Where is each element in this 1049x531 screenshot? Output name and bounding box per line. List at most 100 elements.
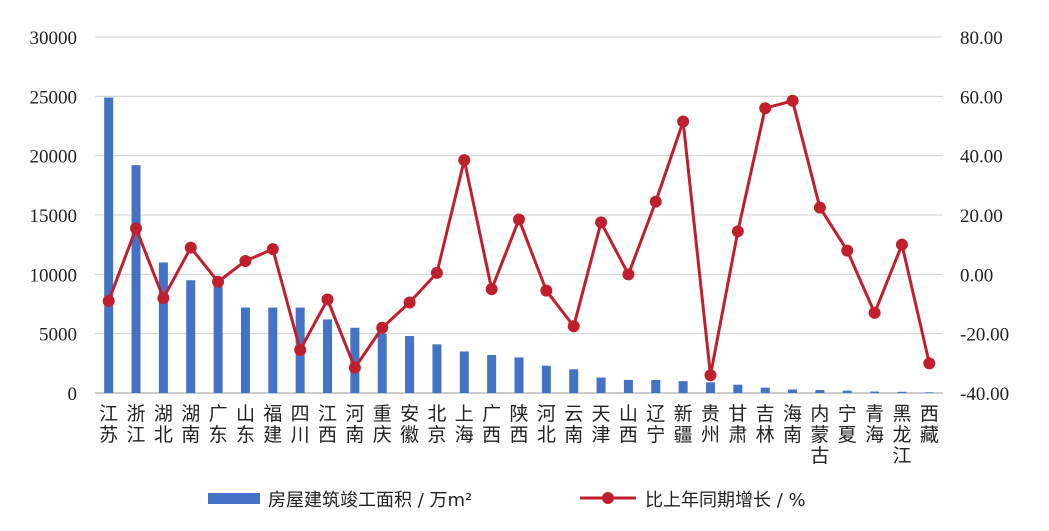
legend: 房屋建筑竣工面积 / 万m² 比上年同期增长 / % — [208, 490, 806, 511]
line-point — [485, 283, 498, 296]
left-tick-label: 30000 — [30, 28, 78, 49]
line-point — [130, 222, 143, 235]
left-tick-label: 10000 — [30, 265, 78, 286]
category-label: 西藏 — [920, 403, 939, 446]
category-label: 广西 — [482, 403, 501, 446]
bar — [569, 369, 579, 393]
right-axis-ticks: -40.00 -20.00 0.00 20.00 40.00 60.00 80.00 — [960, 28, 1009, 405]
bar — [924, 392, 934, 393]
bar — [350, 327, 360, 393]
line-point — [759, 102, 772, 115]
bar — [678, 381, 688, 393]
line-point — [567, 320, 580, 333]
right-tick-label: 20.00 — [960, 206, 1003, 227]
x-axis-categories: 江苏浙江湖北湖南广东山东福建四川江西河南重庆安徽北京上海广西陕西河北云南天津山西… — [99, 403, 939, 467]
bar — [323, 319, 333, 393]
line-point — [813, 201, 826, 214]
line-point — [895, 238, 908, 251]
legend-bar-label: 房屋建筑竣工面积 / 万m² — [268, 490, 472, 511]
line-point — [786, 94, 799, 107]
bar — [459, 351, 469, 393]
line-point — [704, 369, 717, 382]
category-label: 广东 — [209, 403, 228, 446]
right-tick-label: 80.00 — [960, 28, 1003, 49]
bar — [432, 344, 442, 393]
bar — [541, 365, 551, 393]
category-label: 上海 — [455, 403, 474, 446]
right-tick-label: -40.00 — [960, 384, 1009, 405]
gridlines — [95, 36, 943, 394]
bar — [487, 355, 497, 393]
category-label: 黑龙江 — [892, 403, 911, 467]
bar — [842, 390, 852, 393]
line-point — [677, 115, 690, 128]
line-point — [841, 244, 854, 257]
left-tick-label: 0 — [68, 384, 78, 405]
bar — [377, 333, 387, 393]
category-label: 天津 — [592, 403, 611, 446]
line-point — [868, 306, 881, 319]
category-label: 江西 — [318, 403, 337, 446]
category-label: 湖北 — [154, 403, 173, 446]
category-label: 宁夏 — [838, 403, 857, 446]
category-label: 北京 — [427, 403, 446, 446]
category-label: 江苏 — [99, 403, 118, 446]
bar — [104, 97, 114, 394]
bar — [405, 336, 415, 393]
legend-bar-swatch — [208, 493, 260, 504]
line-point — [731, 225, 744, 238]
line-point — [540, 284, 553, 297]
bar — [514, 357, 524, 393]
line-point — [184, 241, 197, 254]
right-tick-label: 60.00 — [960, 87, 1003, 108]
line-point — [212, 275, 225, 288]
category-label: 贵州 — [701, 403, 720, 446]
bar — [815, 390, 825, 393]
left-tick-label: 5000 — [39, 325, 77, 346]
line-point — [649, 195, 662, 208]
line-point — [923, 357, 936, 370]
line-point — [376, 321, 389, 334]
bar — [705, 382, 715, 393]
bar — [186, 280, 196, 393]
category-label: 新疆 — [674, 403, 693, 446]
right-tick-label: 0.00 — [960, 265, 993, 286]
left-tick-label: 15000 — [30, 206, 78, 227]
line-point — [294, 343, 307, 356]
bar — [158, 262, 168, 393]
category-label: 福建 — [263, 403, 282, 446]
line-point — [348, 361, 361, 374]
line-point — [102, 295, 115, 308]
line-point — [458, 154, 471, 167]
category-label: 辽宁 — [646, 403, 665, 446]
left-tick-label: 20000 — [30, 147, 78, 168]
line-series — [102, 94, 936, 382]
category-label: 重庆 — [373, 403, 392, 446]
category-label: 河北 — [537, 403, 556, 446]
category-label: 甘肃 — [728, 403, 747, 446]
bar — [213, 281, 223, 393]
legend-line-label: 比上年同期增长 / % — [645, 490, 806, 511]
category-label: 云南 — [564, 403, 583, 446]
category-label: 安徽 — [400, 403, 419, 446]
bar — [131, 165, 141, 393]
left-axis-ticks: 0 5000 10000 15000 20000 25000 30000 — [30, 28, 78, 405]
category-label: 陕西 — [509, 403, 528, 446]
category-label: 海南 — [783, 403, 802, 446]
category-label: 吉林 — [756, 403, 775, 446]
line-point — [321, 293, 334, 306]
category-label: 河南 — [345, 403, 364, 446]
line-point — [513, 213, 525, 226]
left-tick-label: 25000 — [30, 87, 78, 108]
line-point — [403, 296, 416, 309]
category-label: 山东 — [236, 403, 255, 446]
line-point — [595, 216, 608, 229]
bar — [733, 384, 743, 393]
line-point — [239, 254, 252, 267]
bar — [760, 387, 770, 393]
category-label: 浙江 — [127, 403, 146, 446]
bar — [240, 307, 250, 393]
bar — [268, 307, 278, 393]
category-label: 山西 — [619, 403, 638, 446]
